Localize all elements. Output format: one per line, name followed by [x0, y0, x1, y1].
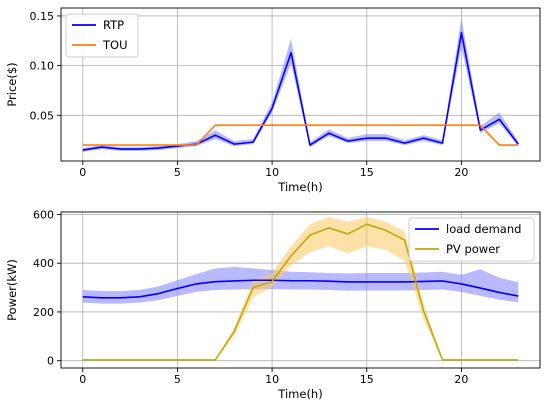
x-tick-label: 10: [265, 373, 279, 386]
x-tick-label: 15: [360, 373, 374, 386]
x-tick-label: 0: [79, 166, 86, 179]
y-tick-label: 0.15: [30, 10, 55, 23]
x-tick-label: 5: [174, 166, 181, 179]
x-tick-label: 20: [454, 166, 468, 179]
y-tick-label: 400: [33, 257, 54, 270]
y-tick-label: 600: [33, 208, 54, 221]
legend-label: PV power: [446, 242, 500, 256]
x-tick-label: 10: [265, 166, 279, 179]
legend-label: TOU: [102, 38, 128, 52]
load-demand-line: [82, 279, 519, 299]
y-tick-label: 0.10: [30, 60, 55, 73]
x-tick-label: 15: [360, 166, 374, 179]
plot-frame: [60, 211, 541, 369]
x-axis-label: Time(h): [277, 387, 322, 401]
legend-box: [408, 217, 535, 262]
x-tick-label: 5: [174, 373, 181, 386]
x-axis-label: Time(h): [277, 180, 322, 194]
y-tick-label: 200: [33, 306, 54, 319]
tou-line: [82, 124, 519, 146]
y-tick-label: 0: [47, 355, 54, 368]
pv-power-line: [82, 223, 519, 361]
legend-label: RTP: [103, 18, 124, 32]
x-tick-label: 20: [454, 373, 468, 386]
plot-frame: [60, 7, 541, 162]
y-axis-label: Price($): [5, 62, 19, 106]
legend: load demand PV power: [408, 217, 535, 262]
price-chart-panel: 0 5 10 15 20 0.05 0.10 0.15 Time(h) Price($) RTP TO…: [5, 7, 541, 194]
y-axis-label: Power(kW): [5, 259, 19, 321]
legend: RTP TOU: [65, 13, 139, 58]
y-tick-label: 0.05: [30, 109, 55, 122]
legend-label: load demand: [446, 222, 521, 236]
load-demand-band: [82, 266, 519, 304]
x-tick-label: 0: [79, 373, 86, 386]
